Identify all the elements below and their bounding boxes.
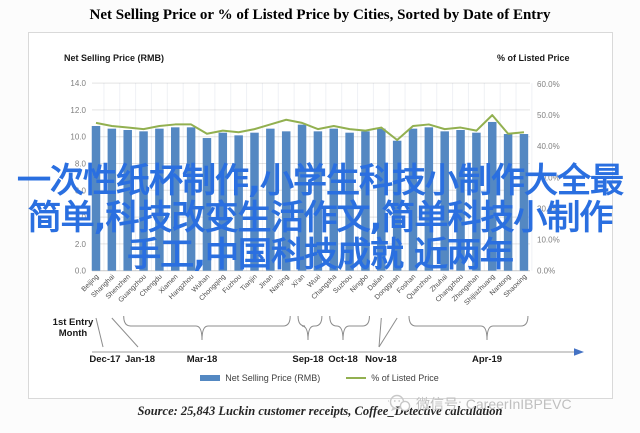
entry-connector	[111, 317, 139, 348]
watermark-line: 一次性纸杯制作,小学生科技小制作大全最	[17, 161, 624, 201]
timeline-arrow-icon	[574, 348, 584, 356]
legend-item-pct-listed-price: % of Listed Price	[346, 373, 439, 383]
left-axis-tick: 10.0	[70, 133, 86, 142]
bar	[503, 134, 513, 271]
bar	[408, 128, 418, 271]
bar	[313, 131, 323, 271]
right-axis-title: % of Listed Price	[497, 53, 570, 63]
right-axis-tick: 60.0%	[537, 80, 560, 89]
entry-connector	[95, 317, 104, 348]
entry-brace	[329, 315, 370, 341]
left-axis-tick: 2.0	[75, 240, 87, 249]
wechat-id-label: 微信号: CareerInIBPEVC	[416, 396, 572, 412]
legend-label: % of Listed Price	[371, 373, 439, 383]
bar	[281, 131, 291, 271]
overlay-watermark-text: 一次性纸杯制作,小学生科技小制作大全最 简单,科技改变生活作文,简单科技小制作 …	[0, 163, 640, 274]
entry-month-label: Mar-18	[187, 354, 218, 365]
entry-brace	[408, 315, 529, 341]
city-label: Ningbo	[349, 273, 370, 294]
entry-connector	[378, 317, 398, 348]
bar-series-swatch	[200, 375, 221, 381]
bar	[171, 127, 180, 271]
bar	[186, 127, 196, 271]
entry-connector	[378, 317, 382, 348]
chart-legend: Net Selling Price (RMB) % of Listed Pric…	[28, 373, 611, 383]
line-series-swatch	[346, 376, 367, 380]
bar	[456, 130, 465, 271]
left-axis-title: Net Selling Price (RMB)	[64, 53, 165, 63]
page-title: Net Selling Price or % of Listed Price b…	[89, 7, 551, 23]
left-axis-tick: 6.0	[75, 186, 87, 195]
right-axis-tick: 0.0%	[537, 267, 555, 276]
right-axis-tick: 10.0%	[537, 236, 560, 245]
bar	[107, 128, 117, 271]
entry-month-label: Dec-17	[89, 354, 120, 365]
bar	[155, 128, 164, 271]
legend-label: Net Selling Price (RMB)	[225, 373, 321, 383]
bar	[377, 128, 386, 271]
entry-month-label: Jan-18	[125, 354, 155, 365]
entry-brace	[297, 315, 323, 341]
entry-brace	[123, 315, 291, 341]
bar	[345, 132, 354, 271]
bar	[218, 132, 228, 271]
bar	[91, 125, 101, 271]
left-axis-tick: 8.0	[75, 160, 87, 169]
bar	[392, 140, 402, 271]
left-axis-tick: 14.0	[70, 79, 86, 88]
left-axis-tick: 4.0	[75, 213, 87, 222]
wechat-icon	[388, 394, 411, 412]
bar	[123, 130, 132, 271]
right-axis-tick: 30.0%	[537, 173, 560, 182]
bar	[297, 124, 307, 271]
source-note: Source: 25,843 Luckin customer receipts,…	[137, 404, 503, 418]
bar	[139, 131, 148, 271]
bar	[202, 138, 212, 271]
watermark-line: 手工,中国科技成就 近两年	[127, 235, 514, 275]
city-label: Tianjin	[240, 273, 259, 292]
bar	[424, 127, 434, 271]
watermark-line: 简单,科技改变生活作文,简单科技小制作	[27, 198, 614, 238]
city-label: Xi'an	[291, 273, 307, 289]
line-series	[95, 114, 525, 141]
bar	[361, 131, 370, 271]
entry-month-label: Sep-18	[292, 354, 323, 365]
wechat-watermark: 微信号: CareerInIBPEVC	[388, 394, 572, 414]
right-axis-tick: 40.0%	[537, 142, 560, 151]
entry-month-label: Nov-18	[365, 354, 397, 365]
legend-item-net-selling-price: Net Selling Price (RMB)	[200, 373, 320, 383]
left-axis-tick: 12.0	[70, 106, 86, 115]
left-axis-tick: 0.0	[75, 267, 87, 276]
bar	[488, 121, 497, 271]
bar	[250, 132, 259, 271]
bar	[472, 132, 481, 271]
bar	[519, 134, 529, 271]
entry-month-label: Oct-18	[328, 354, 358, 365]
entry-month-axis-label: 1st Entry Month	[52, 317, 94, 340]
bar	[266, 128, 275, 271]
right-axis-tick: 50.0%	[537, 111, 560, 120]
bar	[234, 135, 243, 271]
right-axis-tick: 20.0%	[537, 204, 560, 213]
bar	[329, 128, 338, 271]
bar	[440, 131, 449, 271]
entry-month-label: Apr-19	[472, 354, 502, 365]
